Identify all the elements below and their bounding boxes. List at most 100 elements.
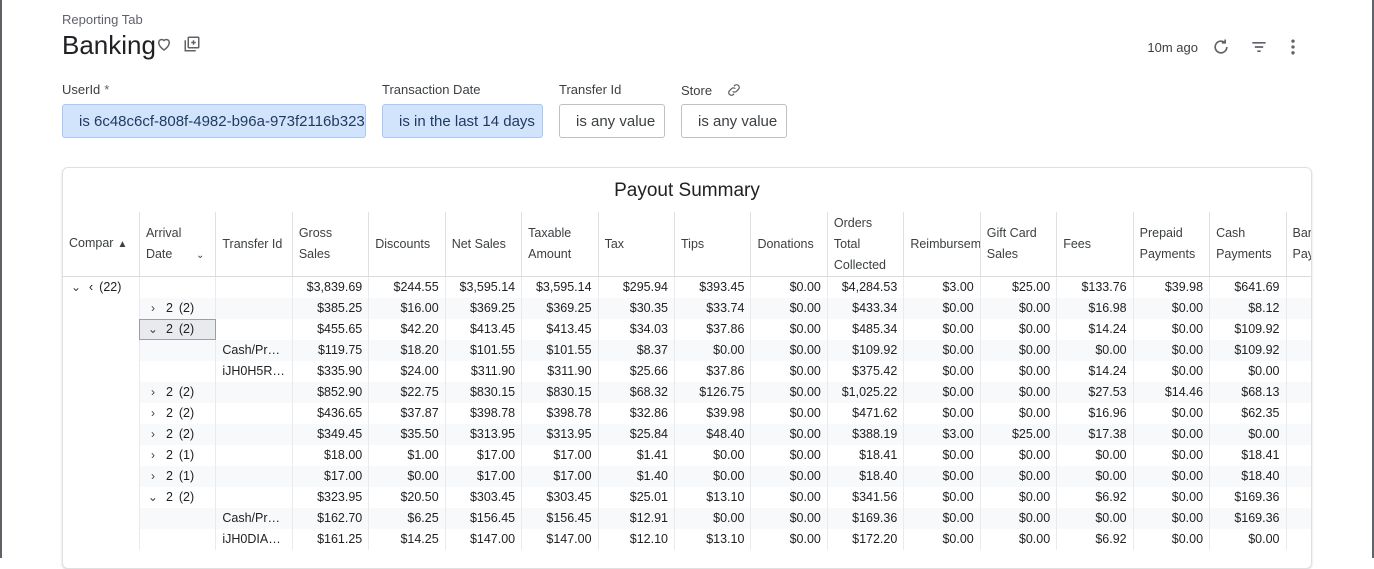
cell-transfer-id [215, 276, 293, 298]
table-cell: $147.00 [521, 528, 599, 550]
col-header-transfer-id[interactable]: Transfer Id [215, 212, 293, 277]
cell-arrival-date [139, 507, 217, 529]
heart-outline-icon[interactable] [155, 35, 173, 53]
table-cell: $119.75 [292, 339, 370, 361]
more-vert-icon[interactable] [1282, 36, 1304, 58]
cell-arrival-date[interactable]: ⌄ 2 (2) [139, 486, 217, 508]
table-row[interactable]: ⌄ 2 (2) $455.65 $42.20 $413.45 $413.45 $34.03 $3… [63, 318, 1311, 340]
table-cell: $8.12 [1209, 297, 1287, 319]
col-header-orders-total-collected[interactable]: Orders Total Collected [827, 212, 905, 277]
chevron-right-icon[interactable]: › [150, 385, 155, 399]
cell-arrival-date[interactable]: › 2 (2) [139, 402, 217, 424]
cell-arrival-date[interactable]: ⌄ 2 (2) [139, 318, 217, 340]
chevron-right-icon[interactable]: › [150, 427, 155, 441]
col-header-reimbursements[interactable]: Reimbursem [903, 212, 981, 277]
chevron-down-icon[interactable]: ⌄ [147, 490, 158, 504]
table-cell: $398.78 [521, 402, 599, 424]
table-cell: $830.15 [445, 381, 523, 403]
table-row[interactable]: › 2 (1) $18.00 $1.00 $17.00 $17.00 $1.41 $0.00 $0… [63, 444, 1311, 466]
group-value: 2 [165, 448, 173, 462]
table-cell: $1.40 [598, 465, 676, 487]
col-header-gift-card-sales[interactable]: Gift Card Sales [980, 212, 1058, 277]
filter-chip-userid[interactable]: is 6c48c6cf-808f-4982-b96a-973f2116b323 [62, 104, 366, 138]
table-row[interactable]: iJH0H5R… $335.90 $24.00 $311.90 $311.90 $25.6… [63, 360, 1311, 382]
link-icon[interactable] [726, 82, 742, 98]
sort-ascending-icon[interactable]: ▲ [117, 239, 128, 250]
table-cell: $0.00 [750, 339, 828, 361]
col-header-arrival-date[interactable]: Arrival Date ⌄ [139, 212, 217, 277]
table-row[interactable]: iJH0DIA… $161.25 $14.25 $147.00 $147.00 $12.1… [63, 528, 1311, 550]
table-cell: $6.92 [1056, 486, 1134, 508]
col-header-net-sales[interactable]: Net Sales [445, 212, 523, 277]
table-row[interactable]: ⌄ 2 (2) $323.95 $20.50 $303.45 $303.45 $25.01 $1… [63, 486, 1311, 508]
chevron-down-icon[interactable]: ⌄ [70, 280, 82, 295]
col-header-company[interactable]: Compar ▲ [63, 212, 140, 277]
filter-chip-transfer-id[interactable]: is any value [559, 104, 665, 138]
col-header-tax[interactable]: Tax [598, 212, 676, 277]
col-header-cash-payments[interactable]: Cash Payments [1209, 212, 1287, 277]
chevron-right-icon[interactable]: › [150, 469, 155, 483]
col-header-taxable-amount[interactable]: Taxable Amount [521, 212, 599, 277]
col-header-donations[interactable]: Donations [750, 212, 828, 277]
table-cell: $8.37 [598, 339, 676, 361]
table-row[interactable]: Cash/Pr… $162.70 $6.25 $156.45 $156.45 $12.91… [63, 507, 1311, 529]
cell-company [63, 486, 140, 508]
filter-chip-transaction-date[interactable]: is in the last 14 days [382, 104, 543, 138]
table-cell: $25.84 [598, 423, 676, 445]
table-cell: $0.00 [750, 297, 828, 319]
col-header-fees[interactable]: Fees [1056, 212, 1134, 277]
cell-company [63, 423, 140, 445]
filter-lines-icon[interactable] [1248, 36, 1270, 58]
cell-company[interactable]: ⌄ ‹ (22) [63, 276, 140, 298]
refresh-icon[interactable] [1210, 36, 1232, 58]
table-cell: $16.96 [1056, 402, 1134, 424]
chevron-down-icon[interactable]: ⌄ [147, 322, 158, 336]
col-header-discounts[interactable]: Discounts [368, 212, 446, 277]
chevron-down-icon[interactable]: ⌄ [195, 249, 205, 261]
table-cell: $37.86 [674, 360, 752, 382]
cell-arrival-date[interactable]: › 2 (1) [139, 444, 217, 466]
table-cell: $14.24 [1056, 318, 1134, 340]
table-cell: $18.40 [827, 465, 905, 487]
table-cell: $0.00 [980, 528, 1058, 550]
filter-chip-store[interactable]: is any value [681, 104, 787, 138]
table-cell: $37.86 [674, 318, 752, 340]
table-cell: $413.45 [521, 318, 599, 340]
cell-company [63, 339, 140, 361]
table-row[interactable]: ⌄ ‹ (22) $3,839.69 $244.55 $3,595.14 $3,595.14… [63, 276, 1311, 298]
table-cell: $13.10 [674, 486, 752, 508]
table-cell: $244.55 [368, 276, 446, 298]
col-header-prepaid-payments[interactable]: Prepaid Payments [1133, 212, 1211, 277]
chevron-right-icon[interactable]: › [150, 301, 155, 315]
table-cell: $915 [1286, 381, 1311, 403]
table-row[interactable]: › 2 (2) $349.45 $35.50 $313.95 $313.95 $25.84 $4… [63, 423, 1311, 445]
table-cell: $0.00 [980, 297, 1058, 319]
cell-arrival-date[interactable]: › 2 (2) [139, 297, 217, 319]
table-row[interactable]: › 2 (2) $852.90 $22.75 $830.15 $830.15 $68.32 $1… [63, 381, 1311, 403]
table-cell: $17.00 [521, 444, 599, 466]
cell-company [63, 360, 140, 382]
cell-arrival-date[interactable]: › 2 (2) [139, 381, 217, 403]
table-cell: $16.98 [1056, 297, 1134, 319]
table-row[interactable]: › 2 (2) $436.65 $37.87 $398.78 $398.78 $32.86 $3… [63, 402, 1311, 424]
table-row[interactable]: Cash/Pr… $119.75 $18.20 $101.55 $101.55 $8.37… [63, 339, 1311, 361]
chevron-right-icon[interactable]: › [150, 448, 155, 462]
cell-arrival-date[interactable]: › 2 (2) [139, 423, 217, 445]
filter-label-transaction-date: Transaction Date [382, 82, 481, 97]
col-header-gross-sales[interactable]: Gross Sales [292, 212, 370, 277]
chevron-right-icon[interactable]: › [150, 406, 155, 420]
table-cell: $25.00 [980, 276, 1058, 298]
table-row[interactable]: › 2 (2) $385.25 $16.00 $369.25 $369.25 $30.35 $3… [63, 297, 1311, 319]
table-cell: $0.00 [1133, 528, 1211, 550]
col-header-tips[interactable]: Tips [674, 212, 752, 277]
library-add-icon[interactable] [183, 35, 201, 53]
table-cell: $18.20 [368, 339, 446, 361]
table-row[interactable]: › 2 (1) $17.00 $0.00 $17.00 $17.00 $1.40 $0.00 $0… [63, 465, 1311, 487]
col-header-bank-payouts[interactable]: Bank Payouts [1286, 212, 1311, 277]
table-cell: $0.00 [750, 381, 828, 403]
last-updated-text: 10m ago [1147, 39, 1198, 55]
cell-arrival-date[interactable]: › 2 (1) [139, 465, 217, 487]
cell-transfer-id [215, 444, 293, 466]
table-cell: $169.36 [1209, 486, 1287, 508]
window-edge-right [1372, 0, 1374, 558]
